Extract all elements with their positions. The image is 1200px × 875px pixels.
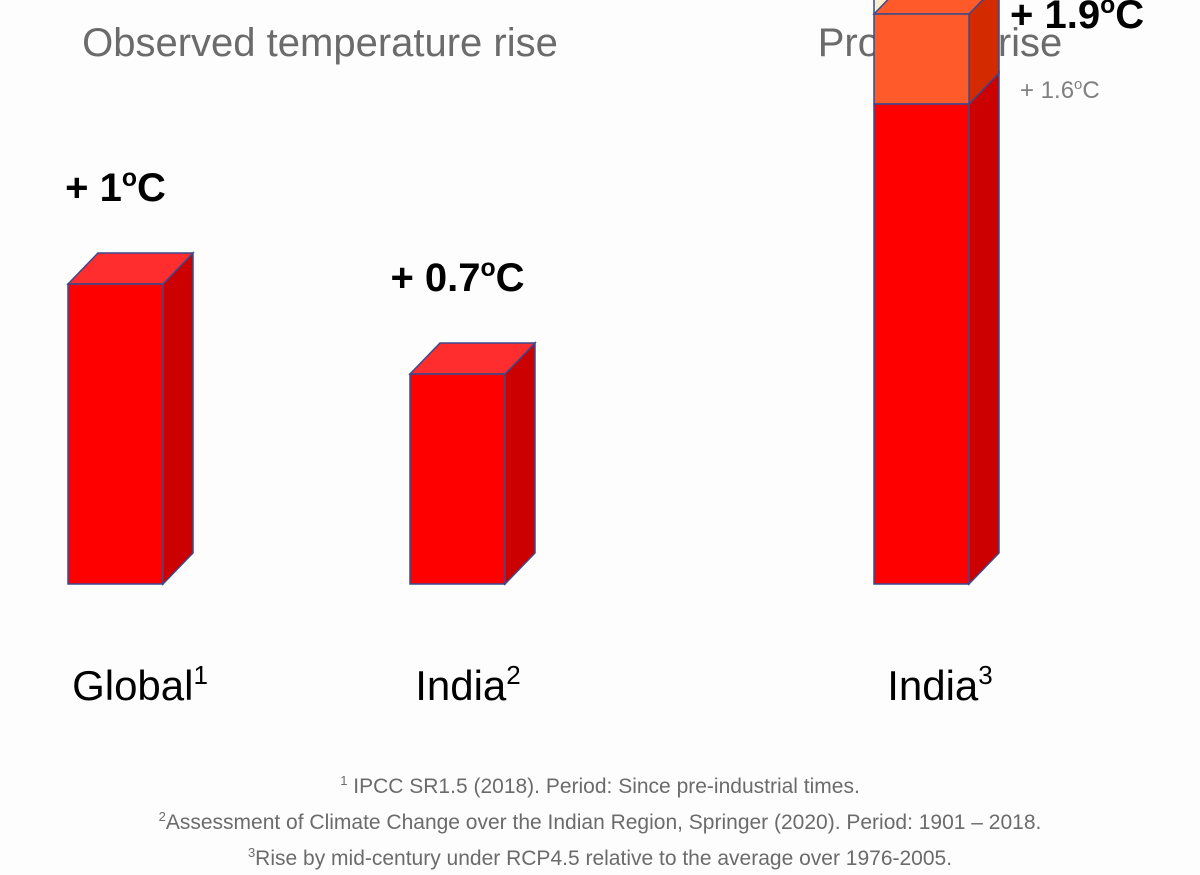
category-label-3: India3 bbox=[887, 660, 993, 709]
bar-2-front bbox=[409, 373, 506, 585]
footnote-1: 1 IPCC SR1.5 (2018). Period: Since pre-i… bbox=[340, 773, 860, 798]
bar-3-front bbox=[873, 103, 970, 585]
value-label-2: + 0.7oC bbox=[390, 255, 524, 300]
range-low-label: + 1.6oC bbox=[1020, 77, 1100, 104]
bar-1-side bbox=[162, 251, 194, 586]
category-label-1: Global1 bbox=[72, 660, 208, 709]
bar-1-front bbox=[67, 283, 164, 585]
footnotes: 1 IPCC SR1.5 (2018). Period: Since pre-i… bbox=[0, 766, 1200, 874]
bar-3-side bbox=[968, 71, 1000, 586]
category-label-2: India2 bbox=[415, 660, 521, 709]
bar-chart: + 1oC+ 0.7oC+ 1.9oC+ 2.2oC+ 1.6oCGlobal1… bbox=[65, 0, 1144, 709]
bar-2-side bbox=[504, 341, 536, 586]
value-label-1: + 1oC bbox=[65, 165, 166, 210]
footnote-2: 2Assessment of Climate Change over the I… bbox=[158, 809, 1042, 834]
observed-heading: Observed temperature rise bbox=[82, 21, 558, 65]
footnote-3: 3Rise by mid-century under RCP4.5 relati… bbox=[247, 845, 953, 870]
range-lower-front bbox=[873, 13, 970, 105]
value-label-3: + 1.9oC bbox=[1010, 0, 1144, 37]
